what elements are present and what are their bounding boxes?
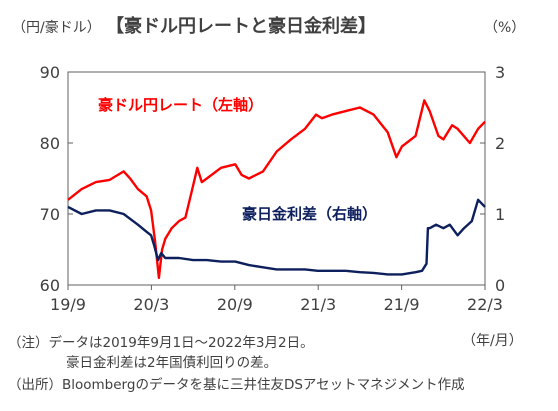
chart-title: 【豪ドル円レートと豪日金利差】	[106, 15, 376, 37]
x-axis-unit: （年/月）	[462, 333, 523, 349]
x-axis: 19/9 20/3 20/9 21/3 21/9 22/3	[50, 285, 503, 314]
legend-aud-jpy: 豪ドル円レート（左軸）	[98, 96, 263, 114]
left-axis-unit: （円/豪ドル）	[12, 20, 101, 36]
x-tick-label: 21/3	[300, 295, 336, 314]
x-tick-label: 21/9	[384, 295, 420, 314]
left-y-tick-label: 80	[40, 134, 60, 153]
series-line-rate-spread	[67, 198, 486, 276]
note-data-period: （注）データは2019年9月1日～2022年3月2日。	[8, 335, 314, 351]
note-spread-definition: 豪日金利差は2年国債利回りの差。	[66, 355, 278, 371]
x-tick-label: 20/9	[217, 295, 253, 314]
x-tick-label: 22/3	[467, 295, 503, 314]
x-tick-label: 19/9	[50, 295, 86, 314]
left-y-tick-label: 90	[40, 63, 60, 82]
right-y-tick-label: 3	[495, 63, 505, 82]
plot-area	[67, 71, 486, 286]
note-source: （出所）Bloombergのデータを基に三井住友DSアセットマネジメント作成	[8, 377, 465, 393]
right-y-tick-label: 0	[495, 276, 505, 295]
x-tick-label: 20/3	[133, 295, 169, 314]
right-y-tick-label: 2	[495, 134, 505, 153]
right-y-axis: 3 2 1 0	[480, 63, 505, 295]
left-y-tick-label: 60	[40, 276, 60, 295]
right-y-tick-label: 1	[495, 205, 505, 224]
left-y-axis: 90 80 70 60	[40, 63, 73, 295]
series-line-aud-jpy	[67, 99, 486, 280]
right-axis-unit: （%）	[484, 20, 525, 36]
left-y-tick-label: 70	[40, 205, 60, 224]
legend-rate-spread: 豪日金利差（右軸）	[242, 205, 377, 223]
